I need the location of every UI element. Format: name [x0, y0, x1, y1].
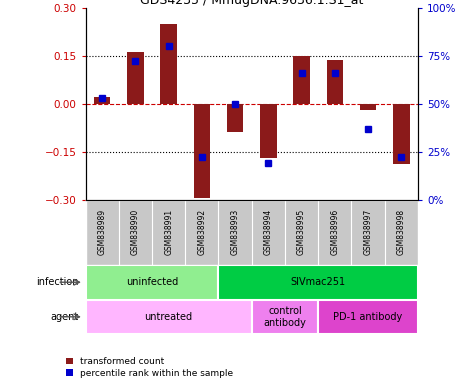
Text: infection: infection	[37, 277, 79, 287]
Bar	[86, 300, 252, 334]
Text: GSM838998: GSM838998	[397, 209, 406, 255]
Text: untreated: untreated	[144, 312, 193, 322]
Bar	[252, 300, 318, 334]
Bar	[227, 104, 243, 132]
Text: agent: agent	[51, 312, 79, 322]
Legend: transformed count, percentile rank within the sample: transformed count, percentile rank withi…	[66, 357, 233, 377]
Text: GSM838989: GSM838989	[98, 209, 106, 255]
Text: GSM838993: GSM838993	[231, 209, 239, 255]
Text: uninfected: uninfected	[126, 277, 178, 287]
Bar	[94, 97, 110, 104]
Text: GSM838995: GSM838995	[297, 209, 306, 255]
Bar	[194, 104, 210, 198]
Bar	[218, 265, 418, 300]
Title: GDS4235 / MmugDNA.9636.1.S1_at: GDS4235 / MmugDNA.9636.1.S1_at	[140, 0, 363, 7]
Bar	[160, 24, 177, 104]
Text: PD-1 antibody: PD-1 antibody	[333, 312, 403, 322]
Bar	[393, 104, 409, 164]
Bar	[86, 265, 218, 300]
Bar	[293, 56, 310, 104]
Text: GSM838990: GSM838990	[131, 209, 140, 255]
Text: GSM838991: GSM838991	[164, 209, 173, 255]
Text: GSM838994: GSM838994	[264, 209, 273, 255]
Bar	[360, 104, 376, 110]
Bar	[127, 53, 143, 104]
Text: GSM838996: GSM838996	[331, 209, 339, 255]
Text: control
antibody: control antibody	[264, 306, 306, 328]
Bar	[260, 104, 276, 158]
Text: GSM838992: GSM838992	[198, 209, 206, 255]
Text: SIVmac251: SIVmac251	[291, 277, 346, 287]
Text: GSM838997: GSM838997	[364, 209, 372, 255]
Bar	[318, 300, 418, 334]
Bar	[326, 61, 343, 104]
